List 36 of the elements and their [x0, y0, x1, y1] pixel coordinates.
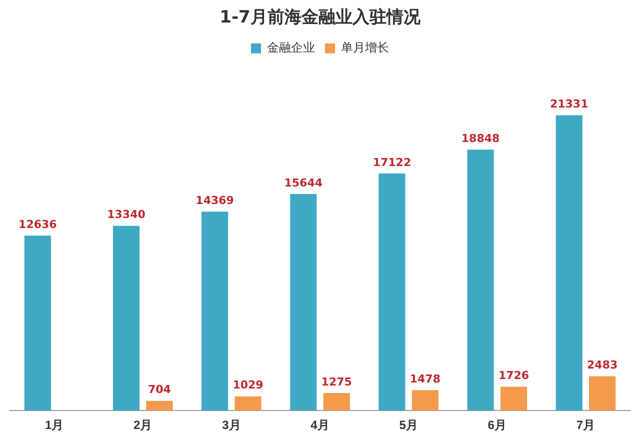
legend-label: 金融企业: [267, 40, 315, 55]
x-tick-label: 5月: [399, 418, 418, 432]
data-label: 18848: [461, 132, 500, 145]
bar: [112, 226, 140, 411]
bar: [202, 212, 228, 411]
legend-label: 单月增长: [341, 40, 389, 55]
bar: [467, 150, 494, 411]
x-tick-label: 6月: [488, 418, 506, 432]
data-label: 21331: [550, 98, 588, 111]
bar: [378, 173, 406, 411]
x-tick-label: 2月: [134, 418, 152, 432]
data-label: 2483: [587, 358, 618, 372]
bar: [234, 396, 262, 411]
data-label: 1726: [498, 369, 530, 382]
bar: [589, 376, 616, 411]
data-label: 15644: [284, 176, 323, 190]
data-label: 1478: [410, 372, 440, 386]
x-tick-label: 1月: [44, 418, 64, 432]
bar: [323, 392, 350, 411]
data-label: 12636: [18, 218, 58, 231]
data-label: 1275: [321, 375, 352, 388]
data-label: 1029: [232, 378, 264, 392]
data-label: 13340: [107, 208, 146, 222]
bar: [290, 194, 317, 411]
chart-title: 1-7月前海金融业入驻情况: [220, 8, 422, 28]
bar: [24, 236, 51, 411]
data-label: 17122: [372, 156, 412, 169]
bar: [500, 386, 528, 411]
data-label: 704: [148, 383, 172, 396]
data-label: 14369: [196, 194, 234, 207]
bar: [556, 115, 582, 411]
x-tick-label: 7月: [576, 418, 596, 432]
x-tick-label: 3月: [222, 418, 241, 432]
x-tick-label: 4月: [310, 418, 330, 432]
bar: [146, 400, 173, 411]
bar: [412, 390, 438, 411]
